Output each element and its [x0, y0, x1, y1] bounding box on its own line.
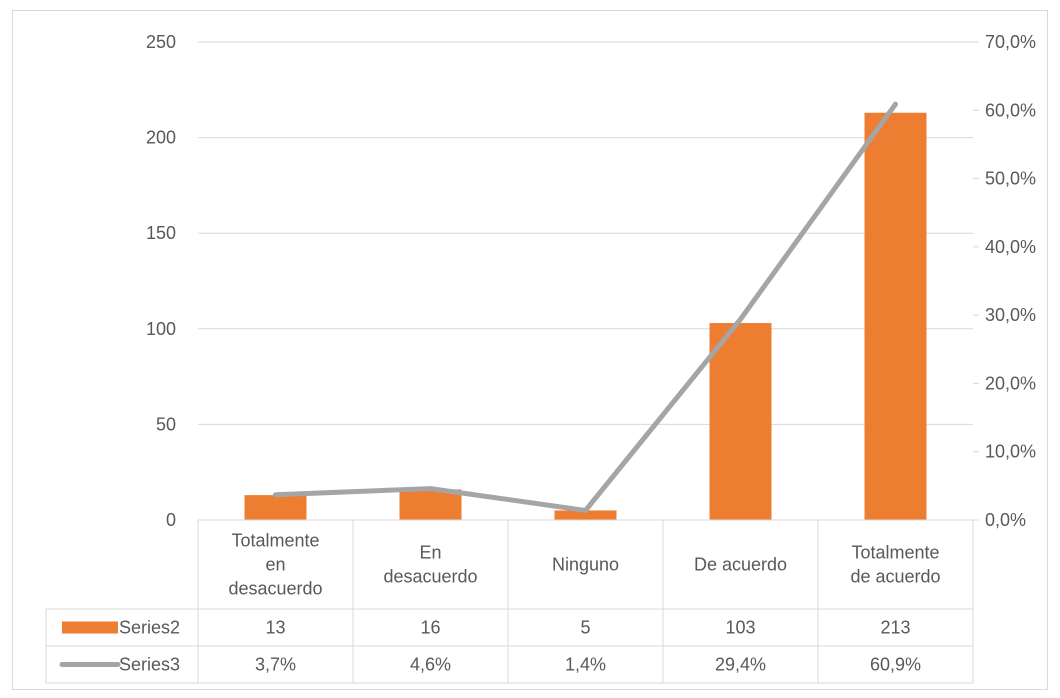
left-axis-ticks: 0 50 100 150 200 250: [146, 32, 176, 530]
data-table: Totalmente en desacuerdo En desacuerdo Ningun…: [45, 519, 974, 684]
series-name: Series2: [119, 618, 180, 638]
table-cell: 213: [880, 618, 910, 638]
left-tick-label: 200: [146, 128, 176, 148]
category-label: de acuerdo: [850, 567, 940, 587]
table-cell: 3,7%: [255, 655, 296, 675]
category-label: Ninguno: [552, 555, 619, 575]
category-label: De acuerdo: [694, 555, 787, 575]
bar: [864, 112, 927, 520]
category-label: En: [419, 543, 441, 563]
table-cell: 16: [420, 618, 440, 638]
bar: [399, 489, 462, 520]
bar: [554, 510, 617, 520]
right-tick-label: 40,0%: [985, 237, 1036, 257]
right-tick-label: 60,0%: [985, 100, 1036, 120]
right-tick-label: 0,0%: [985, 510, 1026, 530]
category-label: desacuerdo: [383, 567, 477, 587]
left-tick-label: 100: [146, 319, 176, 339]
line-series: [273, 101, 898, 513]
left-tick-label: 150: [146, 223, 176, 243]
right-tick-label: 50,0%: [985, 169, 1036, 189]
right-tick-label: 30,0%: [985, 305, 1036, 325]
category-label: desacuerdo: [228, 579, 322, 599]
bar: [709, 323, 772, 520]
table-cell: 103: [725, 618, 755, 638]
right-tick-label: 70,0%: [985, 32, 1036, 52]
table-cell: 29,4%: [715, 655, 766, 675]
right-tick-label: 20,0%: [985, 373, 1036, 393]
table-cell: 1,4%: [565, 655, 606, 675]
table-cell: 5: [580, 618, 590, 638]
left-tick-label: 50: [156, 414, 176, 434]
series-name: Series3: [119, 655, 180, 675]
legend-key-bar: [62, 621, 118, 634]
table-cell: 13: [265, 618, 285, 638]
right-tick-label: 10,0%: [985, 442, 1036, 462]
category-label: Totalmente: [231, 531, 319, 551]
category-label: en: [265, 555, 285, 575]
left-tick-label: 250: [146, 32, 176, 52]
table-cell: 4,6%: [410, 655, 451, 675]
right-axis-ticks: 0,0% 10,0% 20,0% 30,0% 40,0% 50,0% 60,0% 70,0%: [985, 32, 1036, 530]
table-cell: 60,9%: [870, 655, 921, 675]
bar-series: [244, 112, 927, 520]
series-line: [273, 101, 898, 513]
category-label: Totalmente: [851, 543, 939, 563]
gridlines: [198, 41, 979, 521]
left-tick-label: 0: [166, 510, 176, 530]
bar: [244, 495, 307, 520]
